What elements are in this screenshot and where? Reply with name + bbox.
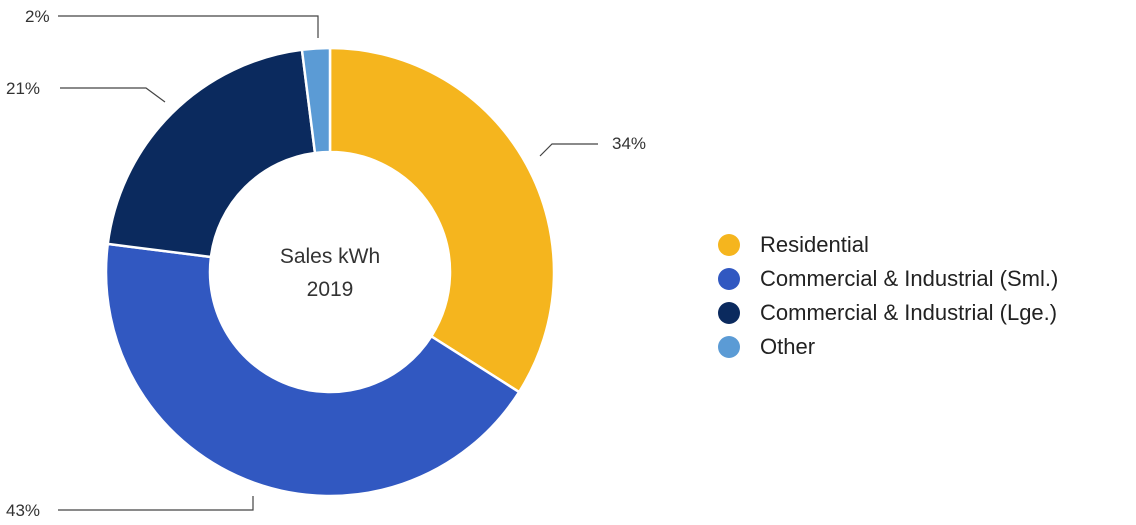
leader-line-other [58,15,319,38]
pct-label-commercial-large: 21% [6,79,40,98]
legend-label-commercial-small: Commercial & Industrial (Sml.) [760,266,1059,291]
legend-label-other: Other [760,334,816,359]
legend-item-commercial-large: Commercial & Industrial (Lge.) [718,296,1136,330]
pct-label-residential: 34% [612,134,646,153]
legend-swatch-other [718,336,740,358]
slice-other [300,46,332,155]
center-label-line-1: Sales kWh [280,245,380,268]
legend-label-commercial-large: Commercial & Industrial (Lge.) [760,300,1058,325]
legend-swatch-commercial-small [718,268,740,290]
slice-commercial-small [104,242,521,498]
legend-label-residential: Residential [760,232,869,257]
slice-commercial-large [106,48,317,259]
legend-swatch-commercial-large [718,302,740,324]
pct-label-commercial-small: 43% [6,501,40,520]
pct-label-other: 2% [25,7,50,26]
chart-legend: Residential Commercial & Industrial (Sml… [718,228,1136,364]
percentage-labels: 34% 43% 21% 2% [6,7,646,520]
leader-line-residential [539,143,598,157]
center-label-line-2: 2019 [307,278,354,301]
slice-residential [328,46,556,394]
legend-item-other: Other [718,330,1136,364]
leader-line-commercial-small [58,496,254,511]
legend-item-commercial-small: Commercial & Industrial (Sml.) [718,262,1136,296]
legend-swatch-residential [718,234,740,256]
donut-slices [104,46,556,498]
leader-line-commercial-large [60,87,166,103]
legend-item-residential: Residential [718,228,1136,262]
leader-lines [58,15,598,511]
